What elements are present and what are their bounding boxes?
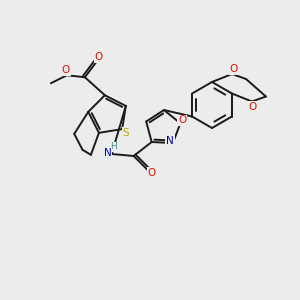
Text: H: H bbox=[110, 142, 117, 152]
Text: O: O bbox=[148, 168, 156, 178]
Text: N: N bbox=[104, 148, 112, 158]
Text: S: S bbox=[123, 128, 130, 138]
Text: O: O bbox=[229, 64, 237, 74]
Text: N: N bbox=[166, 136, 174, 146]
Text: O: O bbox=[249, 101, 257, 112]
Text: O: O bbox=[178, 115, 187, 125]
Text: O: O bbox=[95, 52, 103, 62]
Text: O: O bbox=[62, 65, 70, 75]
